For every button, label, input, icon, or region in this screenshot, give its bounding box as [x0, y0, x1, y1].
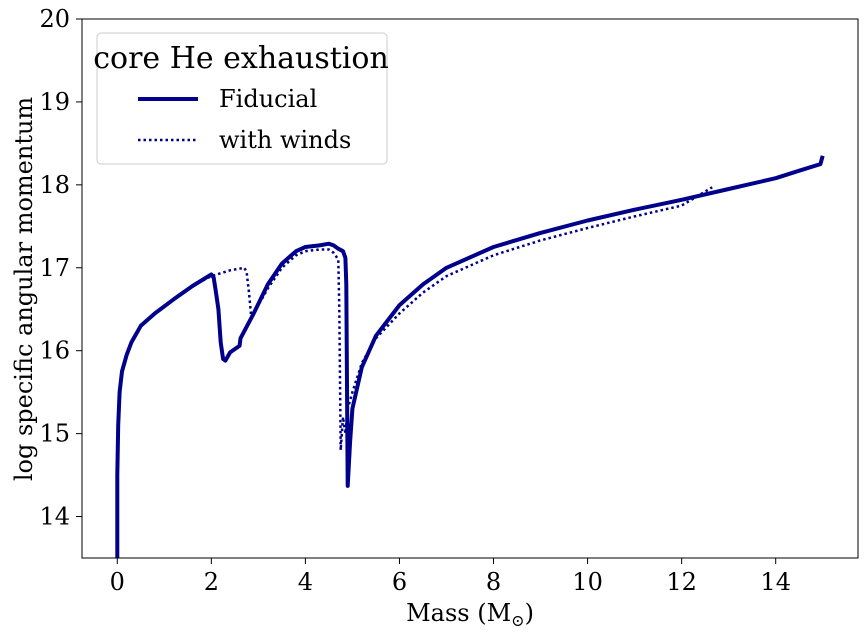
y-tick-label: 18	[39, 171, 70, 199]
y-tick-label: 19	[39, 88, 70, 116]
x-axis-label: Mass (M⊙)	[406, 599, 534, 630]
x-tick-label: 12	[666, 568, 697, 596]
legend-box	[96, 32, 388, 165]
series-line-fiducial	[115, 155, 825, 558]
y-axis-label: log specific angular momentum	[10, 97, 38, 482]
x-ticks: 0 2 4 6 8 10 12 14	[110, 558, 791, 596]
y-tick-label: 16	[39, 337, 70, 365]
x-tick-label: 2	[204, 568, 219, 596]
x-tick-label: 14	[760, 568, 791, 596]
legend: core He exhaustion Fiducial with winds	[93, 32, 389, 165]
x-tick-label: 0	[110, 568, 125, 596]
legend-label-fiducial: Fiducial	[219, 85, 317, 113]
y-tick-label: 20	[39, 5, 70, 33]
y-ticks: 14 15 16 17 18 19 20	[39, 5, 82, 531]
x-tick-label: 4	[298, 568, 313, 596]
x-tick-label: 10	[572, 568, 603, 596]
series-line-with-winds	[116, 186, 713, 558]
y-tick-label: 15	[39, 420, 70, 448]
x-tick-label: 8	[486, 568, 501, 596]
plot-frame	[81, 18, 859, 559]
legend-title: core He exhaustion	[93, 41, 389, 76]
series-layer	[115, 155, 825, 558]
legend-label-with-winds: with winds	[219, 126, 351, 154]
x-tick-label: 6	[392, 568, 407, 596]
y-tick-label: 17	[39, 254, 70, 282]
y-tick-label: 14	[39, 503, 70, 531]
